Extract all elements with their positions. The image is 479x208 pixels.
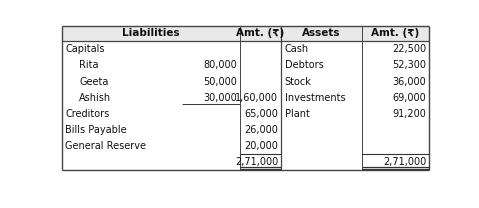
Text: Debtors: Debtors	[285, 60, 323, 70]
Text: 91,200: 91,200	[393, 109, 426, 119]
Text: Liabilities: Liabilities	[122, 28, 180, 38]
Text: Bills Payable: Bills Payable	[65, 125, 127, 135]
Text: Investments: Investments	[285, 93, 345, 103]
Text: 65,000: 65,000	[245, 109, 278, 119]
Text: Amt. (₹): Amt. (₹)	[371, 28, 420, 38]
Text: Ashish: Ashish	[79, 93, 112, 103]
Text: Assets: Assets	[302, 28, 341, 38]
Text: Creditors: Creditors	[65, 109, 110, 119]
Text: Cash: Cash	[285, 44, 309, 54]
Text: 2,71,000: 2,71,000	[235, 157, 278, 167]
Text: 20,000: 20,000	[245, 141, 278, 151]
Bar	[62, 26, 429, 41]
Text: 52,300: 52,300	[392, 60, 426, 70]
Text: Capitals: Capitals	[65, 44, 105, 54]
Text: Rita: Rita	[79, 60, 99, 70]
Text: General Reserve: General Reserve	[65, 141, 146, 151]
Text: Stock: Stock	[285, 77, 311, 87]
Text: Plant: Plant	[285, 109, 309, 119]
Text: 80,000: 80,000	[204, 60, 238, 70]
Text: 36,000: 36,000	[393, 77, 426, 87]
Text: Geeta: Geeta	[79, 77, 109, 87]
Text: 2,71,000: 2,71,000	[383, 157, 426, 167]
Text: 22,500: 22,500	[392, 44, 426, 54]
Text: Amt. (₹): Amt. (₹)	[236, 28, 285, 38]
Text: 30,000: 30,000	[204, 93, 238, 103]
Text: 1,60,000: 1,60,000	[235, 93, 278, 103]
Text: 50,000: 50,000	[204, 77, 238, 87]
Text: 69,000: 69,000	[393, 93, 426, 103]
Text: 26,000: 26,000	[245, 125, 278, 135]
